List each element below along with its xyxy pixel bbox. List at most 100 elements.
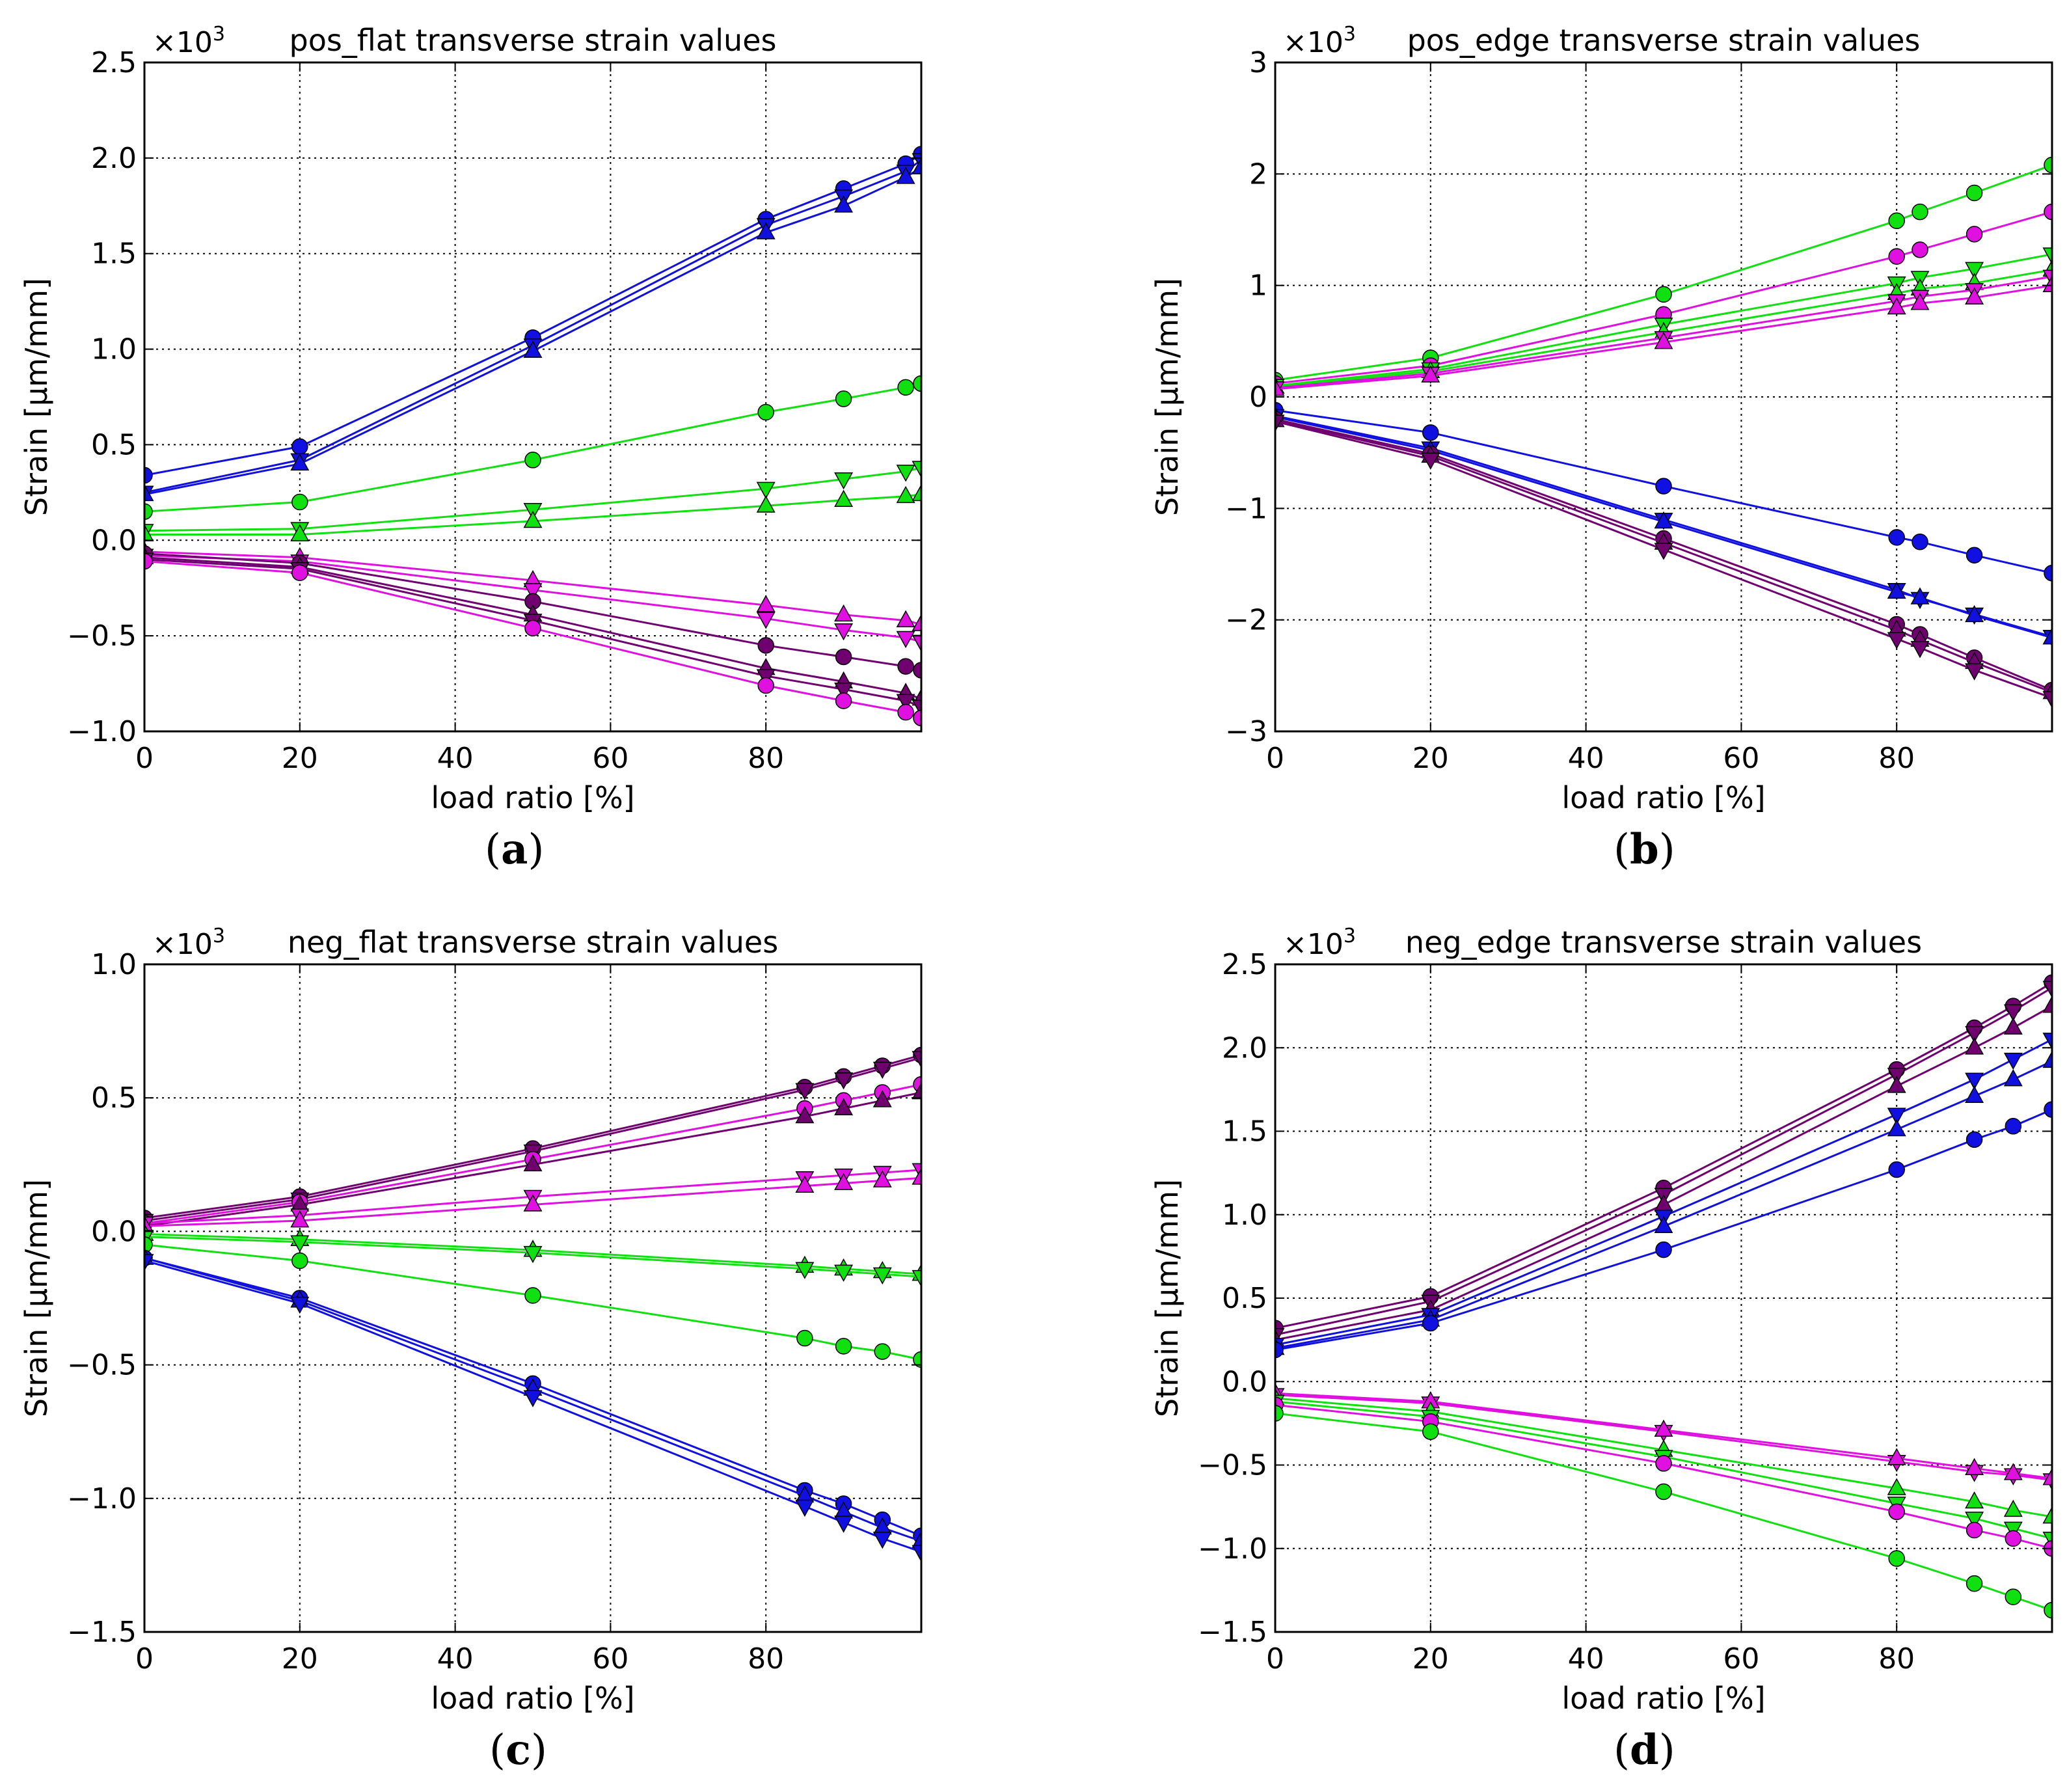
data-point	[1966, 1521, 1983, 1539]
data-point	[757, 677, 774, 694]
data-point	[1887, 632, 1906, 649]
data-point	[2003, 1069, 2023, 1087]
data-point	[913, 709, 921, 727]
data-point	[1888, 1503, 1905, 1521]
y-tick-label: 1.5	[91, 238, 137, 271]
y-tick-label: −1	[1225, 492, 1267, 525]
y-tick-label: 2.5	[91, 46, 137, 79]
data-point	[1887, 1119, 1906, 1137]
data-point	[2042, 247, 2052, 265]
series-line-2	[144, 159, 921, 494]
data-point	[897, 379, 914, 396]
y-tick-label: 0.0	[91, 1215, 137, 1248]
data-point	[1654, 511, 1673, 529]
x-tick-label: 20	[1412, 1642, 1449, 1676]
data-point	[2003, 1004, 2023, 1022]
y-tick-label: 1.0	[91, 948, 137, 981]
data-point	[291, 438, 308, 455]
data-point	[1965, 1072, 1984, 1090]
data-point	[834, 604, 854, 622]
data-point	[834, 1264, 854, 1282]
data-point	[1275, 414, 1285, 432]
data-point	[2042, 1468, 2052, 1486]
data-point	[1965, 1458, 1984, 1475]
chart-title: neg_edge transverse strain values	[1405, 925, 1922, 960]
data-point	[795, 1262, 815, 1279]
y-tick-label: 1.5	[1222, 1115, 1267, 1148]
x-tick-label: 20	[1412, 742, 1449, 775]
caption-letter-a: a	[500, 825, 528, 874]
y-tick-label: −1.5	[1198, 1616, 1267, 1649]
data-point	[756, 595, 776, 612]
data-point	[834, 489, 854, 507]
y-tick-label: −0.5	[67, 1349, 137, 1382]
series-line-2	[1275, 986, 2052, 1336]
y-tick-label: 0.5	[91, 1081, 137, 1115]
data-point	[2042, 1050, 2052, 1068]
data-point	[523, 1154, 543, 1172]
y-tick-label: 1.0	[1222, 1199, 1267, 1232]
data-point	[1965, 1025, 1984, 1044]
x-axis-label: load ratio [%]	[1561, 780, 1765, 815]
data-point	[1966, 547, 1983, 564]
data-point	[290, 453, 310, 471]
data-point	[913, 375, 921, 392]
chart-title: neg_flat transverse strain values	[288, 925, 778, 960]
data-point	[757, 637, 774, 654]
data-point	[1275, 1405, 1284, 1422]
data-point	[912, 1167, 921, 1185]
data-point	[756, 222, 776, 239]
y-tick-label: −2	[1225, 604, 1267, 637]
data-point	[2003, 1463, 2023, 1480]
data-point	[1965, 1491, 1984, 1509]
x-tick-label: 60	[592, 742, 628, 775]
data-point	[835, 390, 852, 407]
data-point	[834, 1098, 854, 1115]
data-point	[524, 1287, 541, 1304]
data-point	[834, 683, 854, 700]
data-point	[290, 1235, 310, 1253]
data-point	[872, 1170, 892, 1188]
data-point	[1654, 543, 1673, 560]
data-point	[872, 1532, 892, 1549]
data-point	[2042, 627, 2052, 645]
series-line-3	[1275, 1005, 2052, 1341]
data-point	[1887, 581, 1906, 599]
x-tick-label: 80	[748, 1642, 784, 1676]
data-point	[795, 1106, 815, 1124]
exponent-label: ×103	[1283, 925, 1356, 961]
y-tick-label: −1.0	[67, 715, 137, 748]
plot-frame	[143, 963, 923, 1633]
data-point	[896, 610, 915, 627]
y-tick-label: −3	[1225, 715, 1267, 748]
data-point	[1910, 293, 1930, 310]
x-tick-label: 20	[282, 1642, 318, 1676]
data-point	[1965, 663, 1984, 681]
caption-c: (c)	[489, 1726, 547, 1774]
data-point	[2005, 1530, 2022, 1547]
y-tick-label: −0.5	[1198, 1449, 1267, 1482]
data-point	[1654, 1215, 1673, 1234]
data-point	[2042, 1033, 2052, 1050]
caption-b: (b)	[1614, 825, 1675, 874]
y-tick-label: −1.5	[67, 1616, 137, 1649]
exponent-label: ×103	[152, 925, 225, 961]
data-point	[291, 493, 308, 511]
data-point	[872, 1061, 892, 1079]
data-point	[144, 552, 153, 570]
x-tick-label: 80	[748, 742, 784, 775]
data-point	[2042, 269, 2052, 287]
data-point	[1888, 212, 1905, 230]
data-point	[2042, 996, 2052, 1013]
series-group	[1275, 156, 2052, 709]
data-point	[144, 467, 153, 484]
data-point	[524, 619, 541, 637]
data-point	[2044, 1601, 2052, 1619]
data-point	[913, 1351, 921, 1368]
series-group	[144, 146, 921, 727]
data-point	[1887, 297, 1906, 315]
data-point	[144, 1254, 154, 1271]
data-point	[912, 461, 921, 478]
data-point	[1966, 1131, 1983, 1148]
